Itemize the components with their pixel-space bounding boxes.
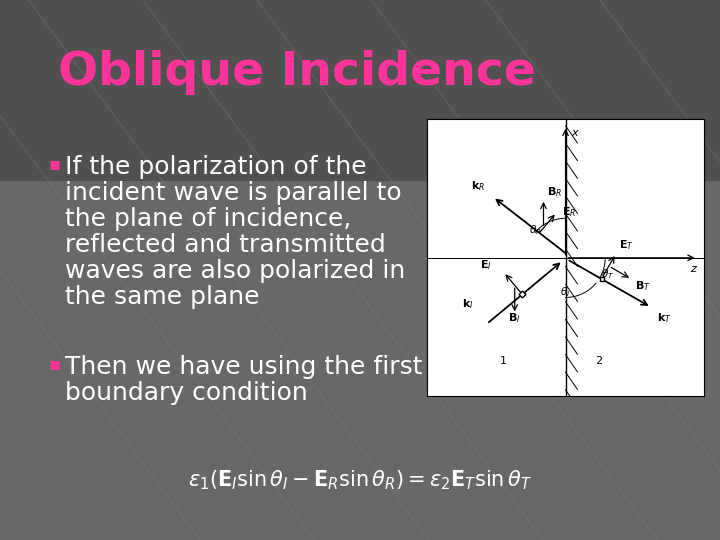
Text: ▪: ▪: [48, 155, 60, 173]
Text: z: z: [690, 265, 696, 274]
Text: $\theta_R$: $\theta_R$: [528, 223, 541, 237]
Bar: [0, 0, 720, 180]
Text: $\mathbf{B}_I$: $\mathbf{B}_I$: [508, 311, 521, 325]
Text: $\mathbf{k}_R$: $\mathbf{k}_R$: [471, 179, 485, 193]
Text: $\mathbf{k}_T$: $\mathbf{k}_T$: [657, 311, 671, 325]
Text: $\mathbf{B}_T$: $\mathbf{B}_T$: [635, 279, 651, 293]
Text: $\mathbf{E}_R$: $\mathbf{E}_R$: [562, 205, 576, 219]
Text: incident wave is parallel to: incident wave is parallel to: [65, 181, 402, 205]
Text: $\mathbf{E}_T$: $\mathbf{E}_T$: [618, 238, 634, 252]
Text: $\theta_I$: $\theta_I$: [560, 285, 570, 299]
Text: Oblique Incidence: Oblique Incidence: [58, 50, 536, 95]
Text: 1: 1: [500, 356, 507, 366]
Text: the same plane: the same plane: [65, 285, 259, 309]
Text: 2: 2: [595, 356, 602, 366]
Text: $\mathbf{E}_I$: $\mathbf{E}_I$: [480, 258, 492, 272]
Text: If the polarization of the: If the polarization of the: [65, 155, 366, 179]
Text: reflected and transmitted: reflected and transmitted: [65, 233, 386, 257]
Text: waves are also polarized in: waves are also polarized in: [65, 259, 405, 283]
Text: $\theta_T$: $\theta_T$: [601, 268, 614, 281]
Text: x: x: [571, 129, 577, 138]
Text: the plane of incidence,: the plane of incidence,: [65, 207, 351, 231]
Text: Then we have using the first: Then we have using the first: [65, 355, 423, 379]
Text: $\mathbf{k}_I$: $\mathbf{k}_I$: [462, 297, 474, 311]
Text: $\varepsilon_1(\mathbf{E}_I \sin\theta_I - \mathbf{E}_R \sin\theta_R) = \varepsi: $\varepsilon_1(\mathbf{E}_I \sin\theta_I…: [188, 468, 532, 492]
Text: boundary condition: boundary condition: [65, 381, 307, 405]
Text: ▪: ▪: [48, 355, 60, 373]
Text: $\mathbf{B}_R$: $\mathbf{B}_R$: [547, 185, 563, 199]
